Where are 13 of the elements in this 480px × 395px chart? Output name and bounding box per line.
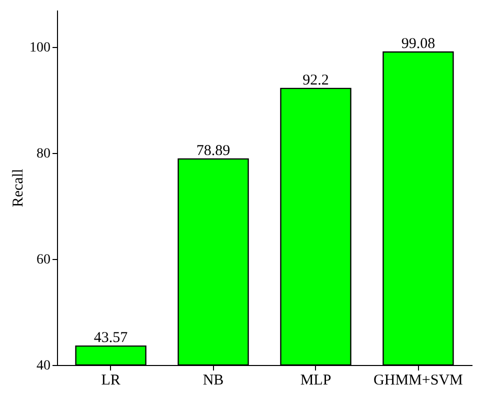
- data-label: 99.08: [401, 36, 436, 52]
- y-tick-label: 40: [36, 358, 50, 374]
- y-tick-label: 60: [36, 252, 50, 268]
- y-tick-label: 100: [30, 40, 50, 56]
- x-tick-label: NB: [202, 372, 224, 388]
- x-tick-label: MLP: [300, 372, 332, 388]
- data-label: 78.89: [196, 142, 230, 159]
- data-label: 92.2: [302, 72, 329, 88]
- y-axis-title: Recall: [10, 168, 26, 208]
- x-tick-label: LR: [101, 372, 120, 388]
- y-tick-label: 80: [36, 146, 50, 162]
- x-tick-label: GHMM+SVM: [374, 372, 463, 388]
- data-label: 43.57: [94, 330, 128, 346]
